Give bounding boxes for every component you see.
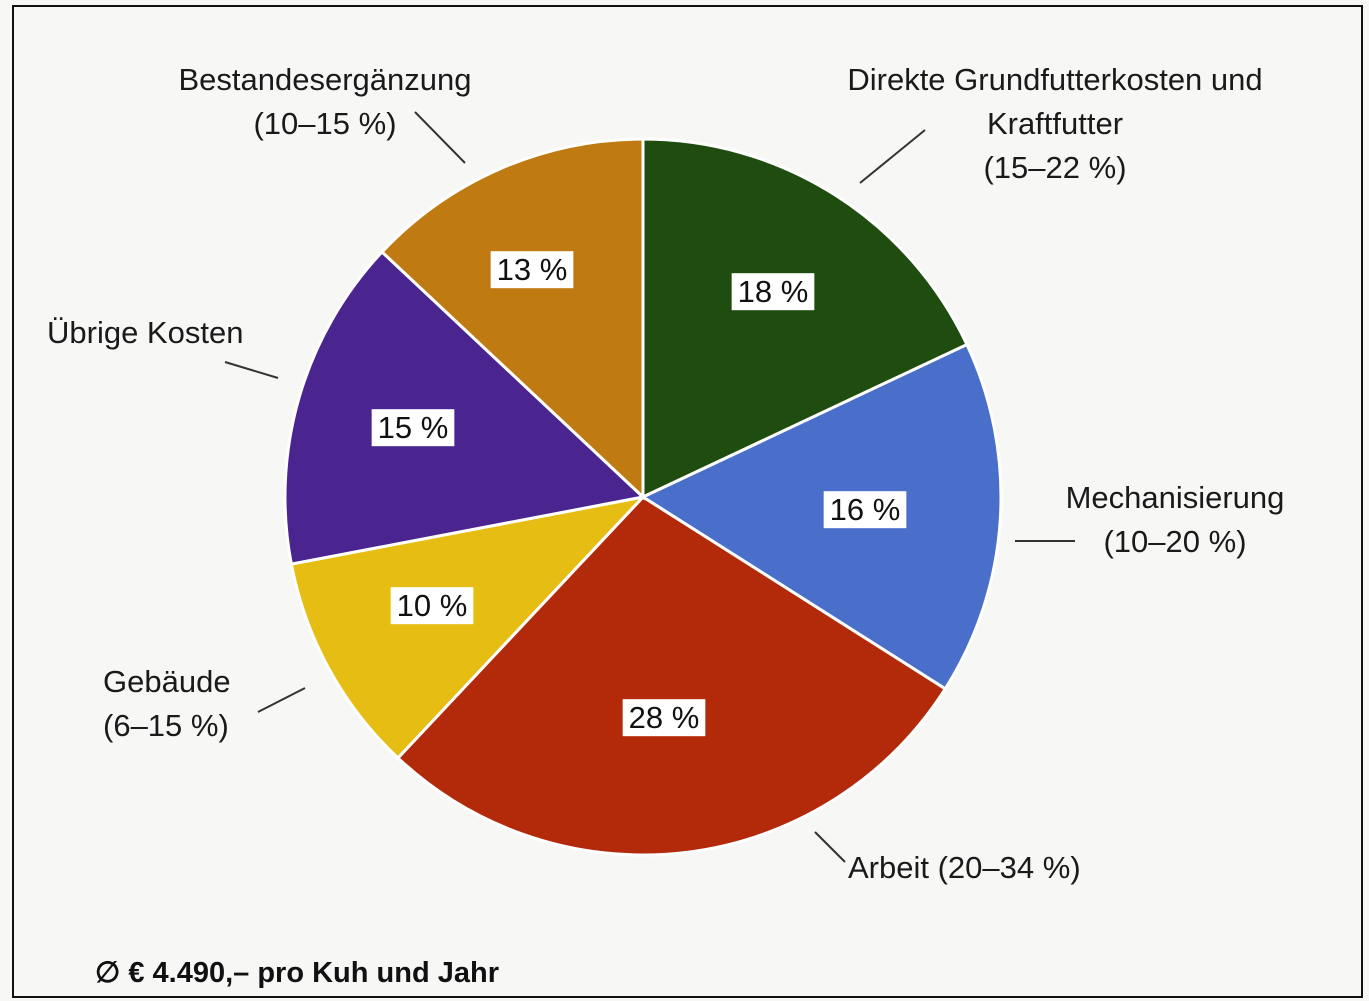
category-name: Mechanisierung [1065,480,1285,515]
category-range: (10–20 %) [1103,524,1247,559]
pie-slice [379,137,645,501]
pie-slice [395,495,948,857]
data-label-box [490,251,574,289]
category-name: Arbeit [848,850,929,885]
pie-slice [289,494,648,761]
category-name: Gebäude [103,664,231,699]
leader-line [859,129,926,184]
leader-line [814,831,846,863]
category-label: Direkte Grundfutterkosten und Kraftfutte… [835,58,1275,190]
category-label: Arbeit (20–34 %) [848,846,1081,890]
data-label: 13 % [497,252,568,287]
leader-lines [224,111,1075,863]
leader-line [414,111,466,164]
footnote: ∅ € 4.490,– pro Kuh und Jahr [95,957,499,989]
data-label-box [622,699,706,737]
data-label-box [371,409,455,447]
data-label: 18 % [738,274,809,309]
pie-slice [641,137,969,500]
category-range: (10–15 %) [253,106,397,141]
slices [283,137,1003,857]
pie-slice [639,342,1003,691]
pie-slice [283,249,647,566]
data-label: 15 % [378,410,449,445]
leader-line [257,687,306,713]
data-label: 28 % [629,700,700,735]
category-name: Direkte Grundfutterkosten und Kraftfutte… [847,62,1263,141]
category-range: (15–22 %) [983,150,1127,185]
data-label: 16 % [830,492,901,527]
data-label: 10 % [397,588,468,623]
category-label: Übrige Kosten [47,311,243,355]
category-range: (6–15 %) [103,708,229,743]
category-name: Bestandesergänzung [178,62,472,97]
category-range: (20–34 %) [937,850,1081,885]
data-label-box [823,491,907,529]
category-label: Mechanisierung (10–20 %) [1030,476,1320,564]
category-name: Übrige Kosten [47,315,244,350]
data-label-box [731,273,815,311]
category-label: Bestandesergänzung (10–15 %) [140,58,510,146]
data-label-box [390,587,474,625]
category-label: Gebäude (6–15 %) [103,660,231,748]
leader-line [224,361,279,379]
frame-border [12,5,1363,998]
